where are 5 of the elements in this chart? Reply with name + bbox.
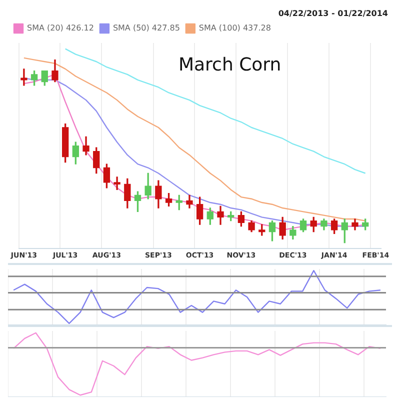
legend-label: SMA (50) 427.85 [112,24,180,33]
text: 04/22/2013 - 01/22/2014 [278,9,388,18]
chart-title: March Corn [178,54,282,76]
legend-label: SMA (20) 426.12 [27,24,94,33]
legend-label: SMA (100) 437.28 [198,24,271,33]
